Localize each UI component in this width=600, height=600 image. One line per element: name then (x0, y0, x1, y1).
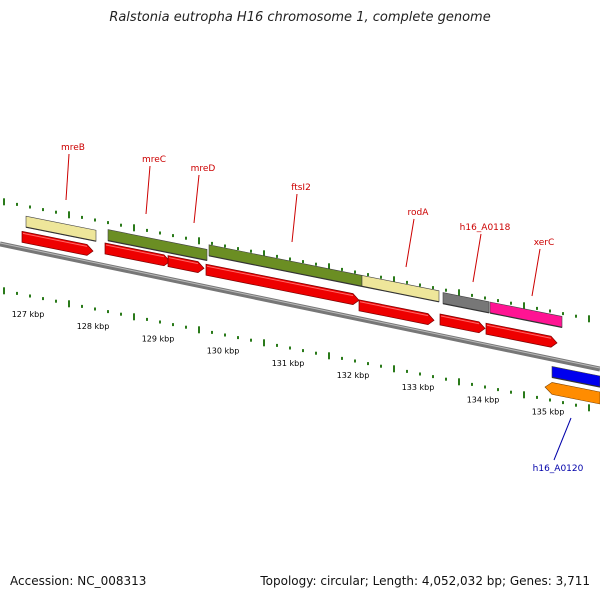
cds-track (21, 230, 558, 348)
chromosome-backbone (0, 241, 600, 372)
backbone-line (0, 241, 600, 372)
upper-tick-row (3, 198, 590, 323)
gene-label-ftsI2: ftsI2 (291, 183, 311, 193)
gene-label-h16_A0120: h16_A0120 (533, 464, 584, 474)
gene-label-rodA: rodA (408, 208, 430, 218)
cds-shine-5 (440, 315, 480, 325)
leader-mreD (193, 174, 200, 224)
feature-edge-h16_A0118 (442, 303, 490, 314)
genome-info-text: Topology: circular; Length: 4,052,032 bp… (260, 574, 590, 588)
scale-label-2: 129 kbp (142, 334, 175, 343)
gene-label-xerC: xerC (534, 238, 555, 248)
gene-label-mreB: mreB (61, 143, 85, 153)
scale-label-7: 134 kbp (467, 395, 500, 404)
leader-h16_A0118 (472, 233, 482, 283)
scale-label-8: 135 kbp (532, 408, 565, 417)
scale-label-3: 130 kbp (207, 347, 240, 356)
leader-ftsI2 (291, 193, 298, 243)
feature-edge-mreC (107, 240, 208, 261)
cds-arrow-3 (205, 263, 360, 305)
cds-shine-1 (105, 244, 165, 258)
feature-h16_A0118 (442, 292, 490, 314)
cds-arrow-4 (358, 299, 435, 325)
cds-shine-4 (359, 301, 429, 317)
gene-label-mreC: mreC (142, 155, 166, 165)
feature-track (25, 215, 600, 405)
leader-h16_A0120 (553, 417, 572, 461)
accession-text: Accession: NC_008313 (10, 574, 147, 588)
feature-edge-ftsI2 (208, 255, 363, 287)
feature-edge-xerC (489, 312, 563, 328)
cds-arrow-5 (439, 313, 486, 334)
lower-tick-row (3, 287, 590, 412)
cds-arrow-6 (485, 322, 558, 348)
cds-shine-0 (22, 232, 88, 247)
leader-rodA (405, 218, 415, 268)
gene-label-mreD: mreD (191, 164, 216, 174)
scale-label-0: 127 kbp (12, 310, 45, 319)
cds-arrow-1 (104, 242, 171, 267)
scale-label-1: 128 kbp (77, 322, 110, 331)
gene-labels: mreB mreC mreD ftsI2 rodA h16_A0118 xerC h16_A0… (61, 143, 584, 474)
cds-shine-2 (168, 257, 199, 265)
feature-h16_A0120 (551, 366, 600, 388)
scale-label-5: 132 kbp (337, 371, 370, 380)
scale-label-4: 131 kbp (272, 359, 305, 368)
leader-xerC (531, 248, 541, 297)
cds-h16_A0120-orange (544, 382, 600, 405)
cds-shine-6 (486, 324, 552, 339)
cds-arrow-0 (21, 230, 94, 256)
feature-edge-rodA (361, 285, 440, 303)
leader-mreC (145, 165, 151, 215)
feature-edge-mreB (25, 226, 97, 242)
leader-mreB (65, 153, 70, 201)
feature-edge-h16_A0120 (551, 376, 600, 388)
scale-label-6: 133 kbp (402, 383, 435, 392)
backbone-highlight (0, 242, 600, 369)
gene-label-h16_A0118: h16_A0118 (460, 223, 511, 233)
scale-labels: 127 kbp 128 kbp 129 kbp 130 kbp 131 kbp 132 k… (12, 310, 565, 417)
cds-shine-3 (206, 265, 354, 297)
map-title: Ralstonia eutropha H16 chromosome 1, com… (109, 10, 491, 25)
cds-arrow-2 (167, 255, 205, 273)
